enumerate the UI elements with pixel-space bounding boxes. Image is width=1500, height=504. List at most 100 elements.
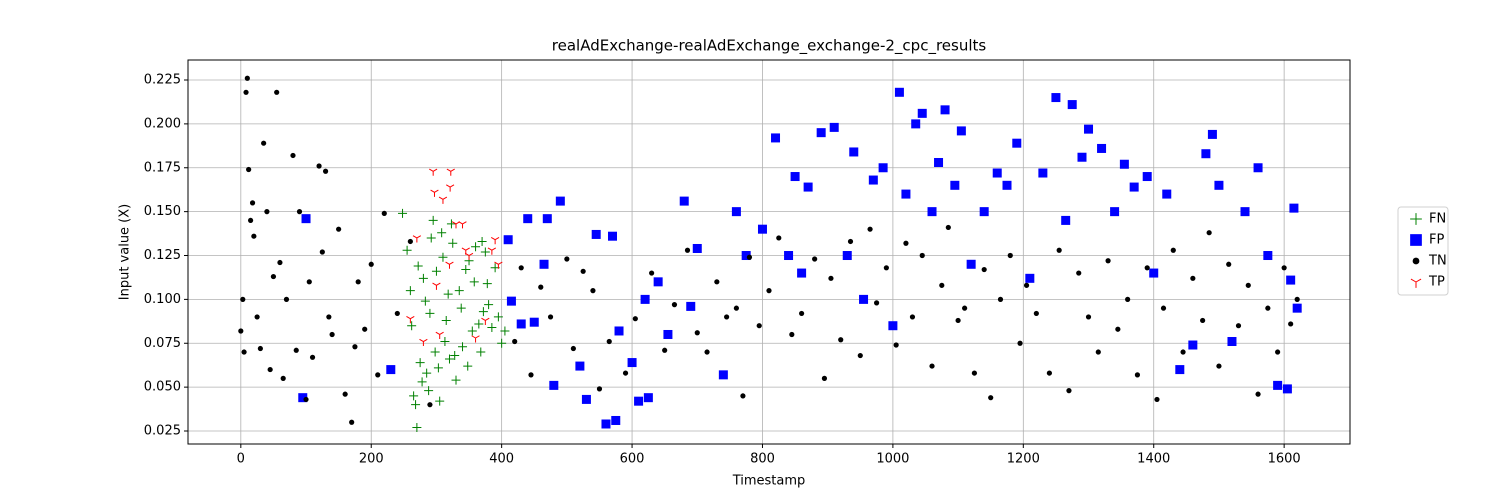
point [1115,326,1121,332]
point [441,315,451,325]
point [303,396,309,403]
point [821,375,828,381]
point [662,347,668,353]
point [329,331,335,338]
point [971,370,978,376]
point [407,321,417,331]
chart-title: realAdExchange-realAdExchange_exchange-2… [552,37,987,56]
point [893,342,899,348]
point [293,347,299,353]
point [911,119,921,129]
x-tick-label: 200 [359,452,384,467]
point [490,237,500,245]
point [1289,203,1299,213]
point [249,200,256,206]
point [917,108,927,118]
point [1095,349,1101,355]
point [418,273,428,283]
series [398,208,510,433]
point [435,331,444,339]
point [1110,207,1120,217]
point [653,277,663,287]
point [1286,275,1296,285]
point [246,166,252,173]
point [446,168,455,176]
point [241,349,247,355]
point [614,326,624,336]
point [575,361,585,371]
point [934,157,944,167]
point [746,254,753,260]
point [1129,182,1139,192]
point [454,286,464,296]
point [555,196,565,206]
point [945,224,951,231]
y-tick-label: 0.075 [144,336,181,351]
x-tick-label: 400 [489,452,514,467]
point [1134,372,1141,378]
point [596,386,603,392]
point [581,394,591,404]
point [375,372,381,378]
point [1200,317,1206,324]
point [456,303,466,313]
point [280,375,286,381]
point [962,305,968,311]
point [407,238,413,245]
point [868,175,878,185]
point [1265,305,1271,311]
legend-label: FP [1429,233,1444,248]
point [1188,340,1198,350]
legend-marker [1410,213,1422,225]
point [539,259,549,269]
point [704,349,710,355]
point [679,196,689,206]
point [413,261,423,271]
point [1023,282,1030,288]
legend-marker [1410,278,1422,288]
point [471,335,480,343]
point [244,75,250,81]
point [267,366,273,373]
point [731,207,741,217]
point [500,326,510,336]
point [437,228,447,238]
point [261,140,267,146]
point [440,337,450,347]
point [1281,265,1287,271]
point [484,300,494,310]
point [789,331,795,338]
point [1282,384,1292,394]
point [467,326,477,336]
point [1288,321,1294,327]
point [939,282,945,288]
point [274,89,280,95]
point [1207,129,1217,139]
point [542,214,552,224]
point [1226,261,1232,267]
point [417,377,427,387]
legend-label: TP [1428,275,1445,290]
point [355,279,361,285]
point [883,265,889,271]
point [663,329,673,339]
point [298,393,308,403]
point [444,354,454,364]
y-tick-label: 0.225 [144,73,181,88]
point [1255,391,1261,397]
point [1149,268,1159,278]
point [243,89,249,95]
point [398,208,408,218]
series [406,168,503,347]
point [309,354,316,360]
point [431,266,441,276]
point [529,317,539,327]
point [518,265,524,271]
point [784,251,794,261]
point [992,168,1002,178]
point [264,209,270,215]
point [829,122,839,132]
point [1206,230,1212,236]
series [298,87,1302,429]
point [316,163,322,169]
